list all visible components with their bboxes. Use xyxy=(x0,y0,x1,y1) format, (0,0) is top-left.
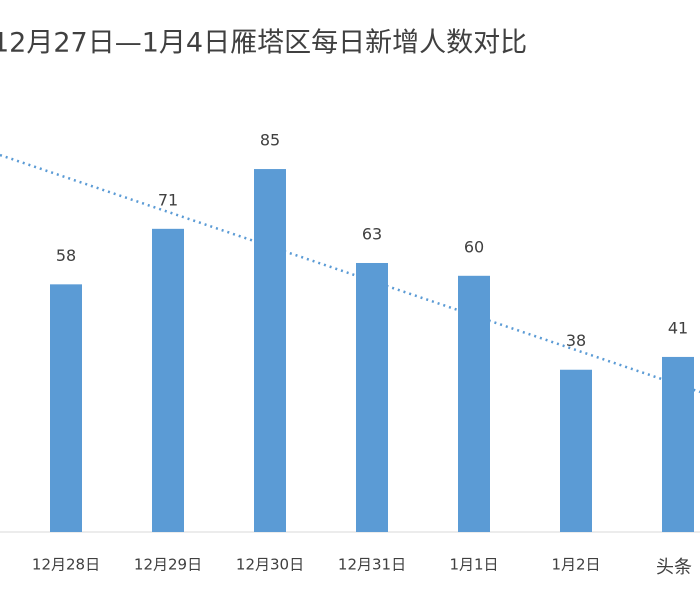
bar xyxy=(356,262,388,532)
data-label: 85 xyxy=(260,131,280,150)
bar xyxy=(458,275,490,532)
data-label: 41 xyxy=(668,318,688,337)
bar xyxy=(254,169,286,533)
bar xyxy=(50,284,82,532)
bar xyxy=(560,369,592,532)
data-label: 60 xyxy=(464,237,484,256)
watermark: 头条 xyxy=(656,557,692,578)
x-tick-label: 1月2日 xyxy=(551,556,600,574)
chart-title: 12月27日—1月4日雁塔区每日新增人数对比 xyxy=(0,28,527,59)
x-tick-label: 12月30日 xyxy=(236,556,304,574)
watermark-bg xyxy=(648,550,700,584)
x-tick-label-partial: 日 xyxy=(0,556,1,574)
bar xyxy=(662,356,694,532)
data-label: 63 xyxy=(362,224,382,243)
data-label: 38 xyxy=(566,331,586,350)
bar xyxy=(152,228,184,532)
data-label: 58 xyxy=(56,246,76,265)
data-label: 71 xyxy=(158,190,178,209)
x-tick-label: 12月31日 xyxy=(338,556,406,574)
x-tick-label: 1月1日 xyxy=(449,556,498,574)
x-tick-label: 12月28日 xyxy=(32,556,100,574)
x-tick-label: 12月29日 xyxy=(134,556,202,574)
